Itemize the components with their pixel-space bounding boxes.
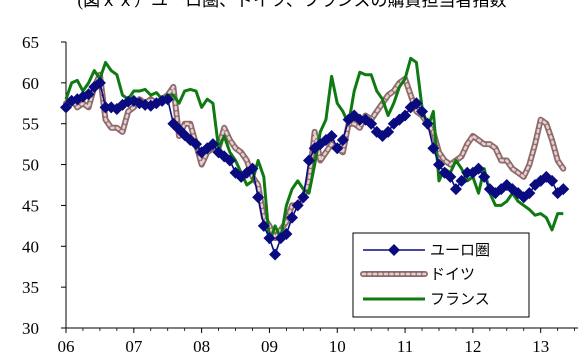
x-tick-label: 10 xyxy=(329,337,346,356)
legend: ユーロ圏 ドイツ フランス xyxy=(352,232,530,318)
data-point-euro-area xyxy=(455,174,468,187)
y-tick-label: 65 xyxy=(22,33,39,52)
data-point-euro-area xyxy=(325,129,338,142)
data-point-euro-area xyxy=(557,183,570,196)
data-point-euro-area xyxy=(432,158,445,171)
data-point-euro-area xyxy=(82,88,95,101)
data-point-euro-area xyxy=(269,248,282,261)
data-point-euro-area xyxy=(416,105,429,118)
data-point-euro-area xyxy=(399,109,412,122)
data-point-euro-area xyxy=(546,174,559,187)
x-tick-label: 12 xyxy=(464,337,481,356)
y-tick-label: 55 xyxy=(22,115,39,134)
data-point-euro-area xyxy=(93,76,106,89)
data-point-euro-area xyxy=(449,183,462,196)
data-point-euro-area xyxy=(421,117,434,130)
data-point-euro-area xyxy=(263,232,276,245)
data-point-euro-area xyxy=(206,138,219,151)
data-point-euro-area xyxy=(257,219,270,232)
legend-label-germany: ドイツ xyxy=(430,267,475,283)
data-point-euro-area xyxy=(286,211,299,224)
x-tick-label: 08 xyxy=(193,337,210,356)
data-point-euro-area xyxy=(382,125,395,138)
legend-marker-euro-area xyxy=(388,244,400,256)
data-point-euro-area xyxy=(246,162,259,175)
legend-entry-euro-area: ユーロ圏 xyxy=(363,242,490,259)
y-tick-label: 35 xyxy=(22,278,39,297)
data-point-euro-area xyxy=(60,101,72,114)
data-point-euro-area xyxy=(523,187,536,200)
data-point-euro-area xyxy=(161,93,174,106)
data-point-euro-area xyxy=(336,134,349,147)
legend-entry-france: フランス xyxy=(363,292,490,308)
legend-label-france: フランス xyxy=(430,292,490,308)
data-point-euro-area xyxy=(427,142,440,155)
chart-title-fragment: (図ｘｘ）ユーロ圏、ドイツ、フランスの購買担当者指数 xyxy=(78,0,507,10)
data-point-euro-area xyxy=(223,154,236,167)
y-tick-label: 50 xyxy=(22,156,39,175)
chart-axes: 30 35 40 45 50 55 60 65 06 07 08 09 10 11 12 13 xyxy=(22,33,578,356)
data-point-euro-area xyxy=(280,228,293,241)
y-tick-label: 60 xyxy=(22,74,39,93)
series-line-france xyxy=(64,56,564,244)
series-0 xyxy=(60,76,570,261)
y-tick-label: 40 xyxy=(22,237,39,256)
series-dots-germany xyxy=(64,73,565,240)
data-point-euro-area xyxy=(331,142,344,155)
data-point-euro-area xyxy=(472,162,485,175)
data-point-euro-area xyxy=(297,191,310,204)
data-point-euro-area xyxy=(478,170,491,183)
series-layer xyxy=(60,56,570,261)
series-2 xyxy=(64,56,564,244)
y-tick-label: 45 xyxy=(22,196,39,215)
data-point-euro-area xyxy=(302,154,315,167)
series-1 xyxy=(63,71,567,242)
data-point-euro-area xyxy=(410,97,423,110)
x-tick-label: 11 xyxy=(397,337,413,356)
x-tick-label: 09 xyxy=(261,337,278,356)
y-tick-label: 30 xyxy=(22,319,39,338)
data-point-euro-area xyxy=(252,191,265,204)
x-tick-label: 06 xyxy=(58,337,75,356)
data-point-euro-area xyxy=(291,199,304,212)
legend-entry-germany: ドイツ xyxy=(360,267,475,283)
data-point-euro-area xyxy=(190,138,203,151)
data-point-euro-area xyxy=(444,170,457,183)
x-tick-label: 13 xyxy=(532,337,549,356)
legend-label-euro-area: ユーロ圏 xyxy=(430,242,490,259)
x-tick-label: 07 xyxy=(125,337,143,356)
data-point-euro-area xyxy=(365,117,378,130)
